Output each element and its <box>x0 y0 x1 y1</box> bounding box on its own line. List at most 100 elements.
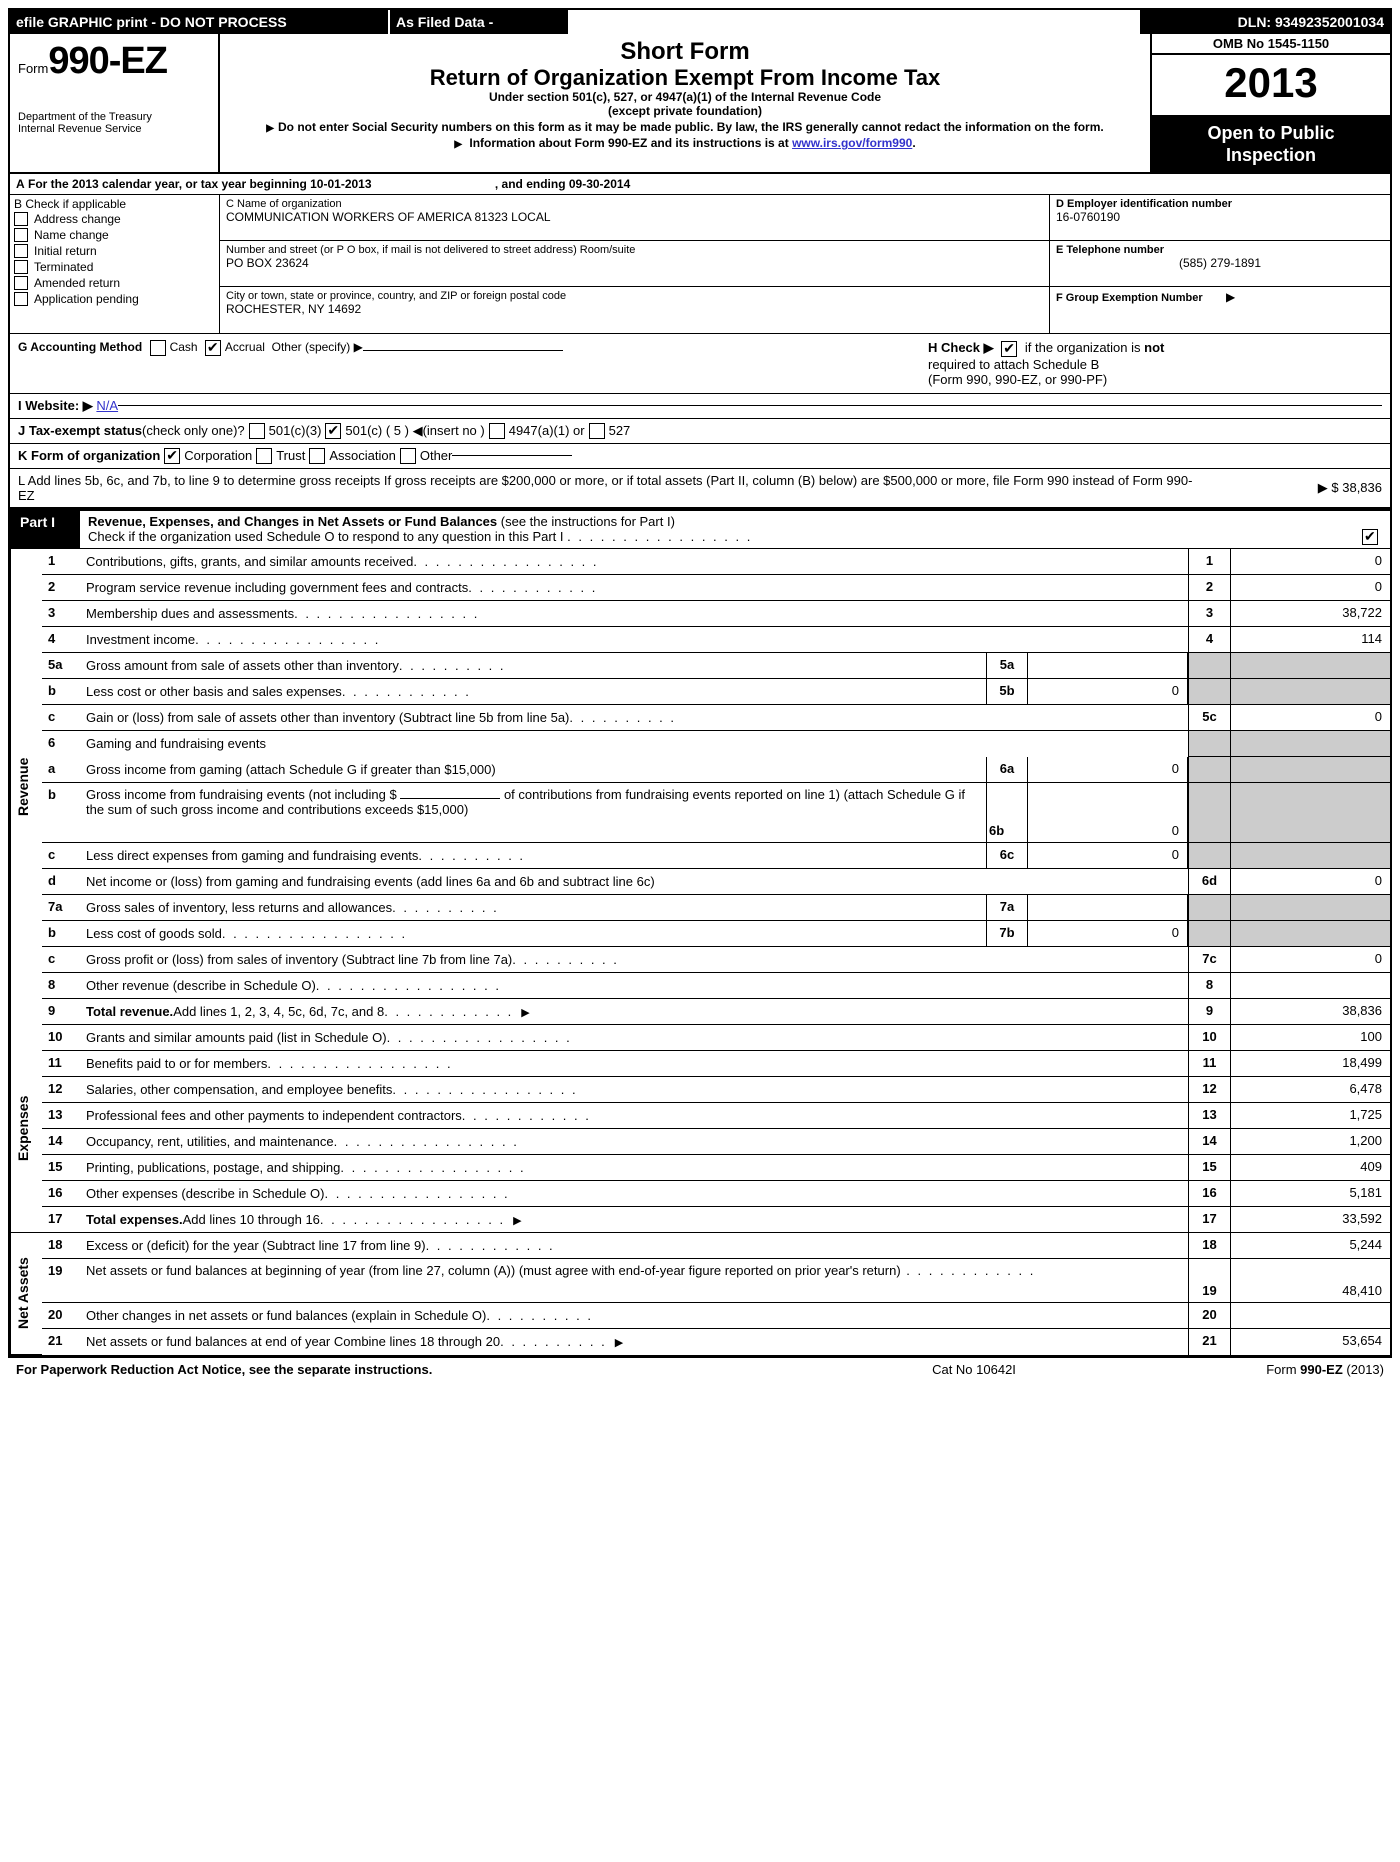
j-label: J Tax-exempt status <box>18 423 142 438</box>
phone: (585) 279-1891 <box>1056 256 1384 270</box>
chk-schedule-o[interactable] <box>1362 529 1378 545</box>
line-2: 2 Program service revenue including gove… <box>42 575 1390 601</box>
ln-idx-gray <box>1188 731 1230 757</box>
chk-address-change[interactable]: Address change <box>14 211 215 227</box>
ln-num: 9 <box>42 999 82 1024</box>
chk-initial-return[interactable]: Initial return <box>14 243 215 259</box>
ln-val: 18,499 <box>1230 1051 1390 1076</box>
ln-num: 3 <box>42 601 82 626</box>
dots <box>901 1263 1036 1278</box>
cash-label: Cash <box>170 340 198 354</box>
ln-val: 1,725 <box>1230 1103 1390 1128</box>
chk-amended[interactable]: Amended return <box>14 275 215 291</box>
ln-idx: 6d <box>1188 869 1230 894</box>
t: Gross profit or (loss) from sales of inv… <box>86 952 512 967</box>
subtitle-2: (except private foundation) <box>260 104 1110 118</box>
t: Net assets or fund balances at beginning… <box>86 1263 901 1278</box>
chk-assoc[interactable] <box>309 448 325 464</box>
ln-num: 4 <box>42 627 82 652</box>
t: Gaming and fundraising events <box>86 736 266 751</box>
k-o2: Trust <box>276 448 305 463</box>
ln-txt: Gross income from gaming (attach Schedul… <box>82 757 986 782</box>
j-o2: 501(c) ( 5 ) ◀(insert no ) <box>345 423 484 439</box>
chk-accrual[interactable] <box>205 340 221 356</box>
ln-val-gray <box>1230 895 1390 920</box>
ln-idx-gray <box>1188 895 1230 920</box>
h-not: not <box>1144 340 1164 355</box>
ln-txt: Professional fees and other payments to … <box>82 1103 1188 1128</box>
public-inspection: Open to Public Inspection <box>1152 117 1390 172</box>
chk-schedule-b[interactable] <box>1001 341 1017 357</box>
ln-sub: 7a <box>986 895 1028 920</box>
box-def: D Employer identification number 16-0760… <box>1050 195 1390 333</box>
ln-txt: Printing, publications, postage, and shi… <box>82 1155 1188 1180</box>
chk-4947[interactable] <box>489 423 505 439</box>
t: Salaries, other compensation, and employ… <box>86 1082 392 1097</box>
expense-lines: 10 Grants and similar amounts paid (list… <box>42 1025 1390 1233</box>
ln-idx: 7c <box>1188 947 1230 972</box>
ln-val <box>1230 973 1390 998</box>
ln-val: 100 <box>1230 1025 1390 1050</box>
ln-val: 114 <box>1230 627 1390 652</box>
chk-name-change[interactable]: Name change <box>14 227 215 243</box>
dots <box>392 900 499 915</box>
checkbox-icon <box>14 292 28 306</box>
row-g: G Accounting Method Cash Accrual Other (… <box>10 334 920 393</box>
chk-application-pending[interactable]: Application pending <box>14 291 215 307</box>
ln-num: 18 <box>42 1233 82 1258</box>
chk-cash[interactable] <box>150 340 166 356</box>
chk-other-org[interactable] <box>400 448 416 464</box>
year-block: OMB No 1545-1150 2013 Open to Public Ins… <box>1150 34 1390 172</box>
t: Investment income <box>86 632 195 647</box>
dots <box>399 658 506 673</box>
chk-501c[interactable] <box>325 423 341 439</box>
ln-val-gray <box>1230 731 1390 757</box>
line-13: 13 Professional fees and other payments … <box>42 1103 1390 1129</box>
ln-idx-gray <box>1188 757 1230 782</box>
l-value: ▶ $ 38,836 <box>1202 480 1382 496</box>
checkbox-icon <box>14 260 28 274</box>
chk-527[interactable] <box>589 423 605 439</box>
paperwork-notice: For Paperwork Reduction Act Notice, see … <box>16 1362 784 1377</box>
ln-idx: 8 <box>1188 973 1230 998</box>
ln-txt: Less cost or other basis and sales expen… <box>82 679 986 704</box>
title-block: Short Form Return of Organization Exempt… <box>220 34 1150 172</box>
ln-txt: Gross sales of inventory, less returns a… <box>82 895 986 920</box>
efile-notice: efile GRAPHIC print - DO NOT PROCESS <box>10 10 390 34</box>
ln-val-gray <box>1230 843 1390 868</box>
ssn-notice: Do not enter Social Security numbers on … <box>260 120 1110 134</box>
checkbox-icon <box>14 212 28 226</box>
dept-treasury: Department of the Treasury <box>18 111 210 123</box>
section-ghijkl: G Accounting Method Cash Accrual Other (… <box>10 334 1390 509</box>
ln-txt: Other revenue (describe in Schedule O) <box>82 973 1188 998</box>
website-link[interactable]: N/A <box>96 398 118 413</box>
side-netassets: Net Assets <box>10 1233 42 1355</box>
chk-trust[interactable] <box>256 448 272 464</box>
chk-corp[interactable] <box>164 448 180 464</box>
ln-sub: 5a <box>986 653 1028 678</box>
form-number: 990-EZ <box>48 40 167 82</box>
ln-idx-gray <box>1188 653 1230 678</box>
chk-terminated[interactable]: Terminated <box>14 259 215 275</box>
dots <box>340 1160 525 1175</box>
a-ending: , and ending 09-30-2014 <box>495 177 630 191</box>
t: Other expenses (describe in Schedule O) <box>86 1186 324 1201</box>
ln-sub: 5b <box>986 679 1028 704</box>
dots <box>316 978 501 993</box>
part1-title-wrap: Revenue, Expenses, and Changes in Net As… <box>80 511 1390 548</box>
ln-txt: Contributions, gifts, grants, and simila… <box>82 549 1188 574</box>
g-label: G Accounting Method <box>18 340 142 354</box>
irs-link[interactable]: www.irs.gov/form990 <box>792 136 912 150</box>
ln-idx: 14 <box>1188 1129 1230 1154</box>
t: Gross sales of inventory, less returns a… <box>86 900 392 915</box>
ln-num: b <box>42 783 82 842</box>
inspect-1: Open to Public <box>1156 123 1386 145</box>
chk-501c3[interactable] <box>249 423 265 439</box>
ln-idx: 5c <box>1188 705 1230 730</box>
h-txt3: (Form 990, 990-EZ, or 990-PF) <box>928 372 1107 387</box>
ln-num: 15 <box>42 1155 82 1180</box>
as-filed: As Filed Data - <box>390 10 570 34</box>
ln-txt: Total revenue. Add lines 1, 2, 3, 4, 5c,… <box>82 999 1188 1024</box>
dots <box>500 1334 607 1349</box>
other-specify[interactable] <box>363 350 563 351</box>
